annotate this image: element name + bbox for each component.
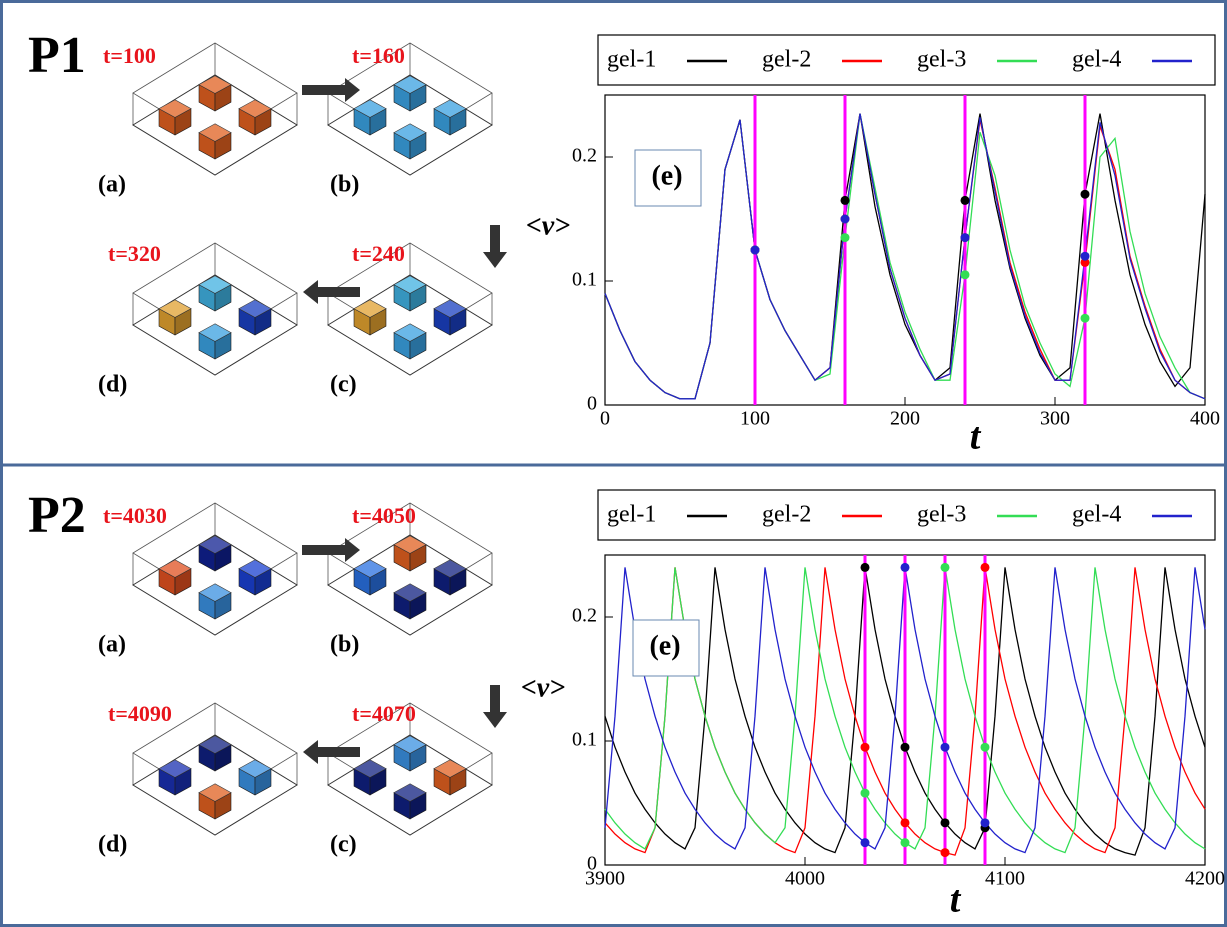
snapshot-tag: (b) <box>330 172 359 198</box>
legend-label: gel-1 <box>607 47 656 73</box>
snapshot-time: t=320 <box>108 241 161 266</box>
marker-dot <box>901 838 910 847</box>
y-tick-label: 0.2 <box>572 605 597 627</box>
y-tick-label: 0.2 <box>572 145 597 167</box>
snapshot-tag: (d) <box>98 832 127 858</box>
annotation: (e) <box>649 630 680 661</box>
marker-dot <box>841 233 850 242</box>
x-axis-label: t <box>970 416 982 458</box>
marker-dot <box>861 563 870 572</box>
snapshot-time: t=100 <box>103 43 156 68</box>
annotation: (e) <box>651 160 682 191</box>
y-tick-label: 0.1 <box>572 729 597 751</box>
x-tick-label: 4200 <box>1185 868 1225 890</box>
legend-label: gel-1 <box>607 502 656 528</box>
panel-label: P2 <box>28 487 86 544</box>
marker-dot <box>901 743 910 752</box>
marker-dot <box>861 789 870 798</box>
marker-dot <box>941 743 950 752</box>
snapshot-time: t=4090 <box>108 701 172 726</box>
marker-dot <box>1081 252 1090 261</box>
y-axis-label: <v> <box>526 210 570 241</box>
marker-dot <box>941 848 950 857</box>
legend-label: gel-4 <box>1072 502 1121 528</box>
x-tick-label: 400 <box>1190 408 1220 430</box>
snapshot-tag: (c) <box>330 832 357 858</box>
x-tick-label: 200 <box>890 408 920 430</box>
snapshot-time: t=160 <box>352 43 405 68</box>
marker-dot <box>861 743 870 752</box>
marker-dot <box>961 270 970 279</box>
legend-label: gel-2 <box>762 47 811 73</box>
snapshot-time: t=4050 <box>352 503 416 528</box>
figure: P1 t=100 (a) t=160 (b) t=240 (c) t=320 (d) P2 t=40… <box>0 0 1227 927</box>
marker-dot <box>961 196 970 205</box>
snapshot-tag: (d) <box>98 372 127 398</box>
marker-dot <box>981 743 990 752</box>
x-tick-label: 0 <box>600 408 610 430</box>
marker-dot <box>901 818 910 827</box>
x-tick-label: 4000 <box>785 868 825 890</box>
marker-dot <box>981 563 990 572</box>
y-tick-label: 0 <box>587 393 597 415</box>
marker-dot <box>841 215 850 224</box>
x-tick-label: 3900 <box>585 868 625 890</box>
legend-label: gel-3 <box>917 502 966 528</box>
x-axis-label: t <box>950 879 962 921</box>
x-tick-label: 100 <box>740 408 770 430</box>
marker-dot <box>1081 190 1090 199</box>
x-tick-label: 4100 <box>985 868 1025 890</box>
snapshot-tag: (b) <box>330 632 359 658</box>
marker-dot <box>1081 314 1090 323</box>
marker-dot <box>751 246 760 255</box>
marker-dot <box>941 563 950 572</box>
legend-label: gel-4 <box>1072 47 1121 73</box>
y-tick-label: 0.1 <box>572 269 597 291</box>
snapshot-tag: (a) <box>98 632 126 658</box>
snapshot-time: t=4030 <box>103 503 167 528</box>
snapshot-tag: (c) <box>330 372 357 398</box>
panel-label: P1 <box>28 27 86 84</box>
snapshot-time: t=4070 <box>352 701 416 726</box>
marker-dot <box>901 563 910 572</box>
marker-dot <box>941 818 950 827</box>
legend-label: gel-2 <box>762 502 811 528</box>
x-tick-label: 300 <box>1040 408 1070 430</box>
y-axis-label: <v> <box>521 672 565 703</box>
legend-label: gel-3 <box>917 47 966 73</box>
marker-dot <box>961 233 970 242</box>
snapshot-tag: (a) <box>98 172 126 198</box>
marker-dot <box>861 838 870 847</box>
snapshot-time: t=240 <box>352 241 405 266</box>
marker-dot <box>841 196 850 205</box>
marker-dot <box>981 818 990 827</box>
